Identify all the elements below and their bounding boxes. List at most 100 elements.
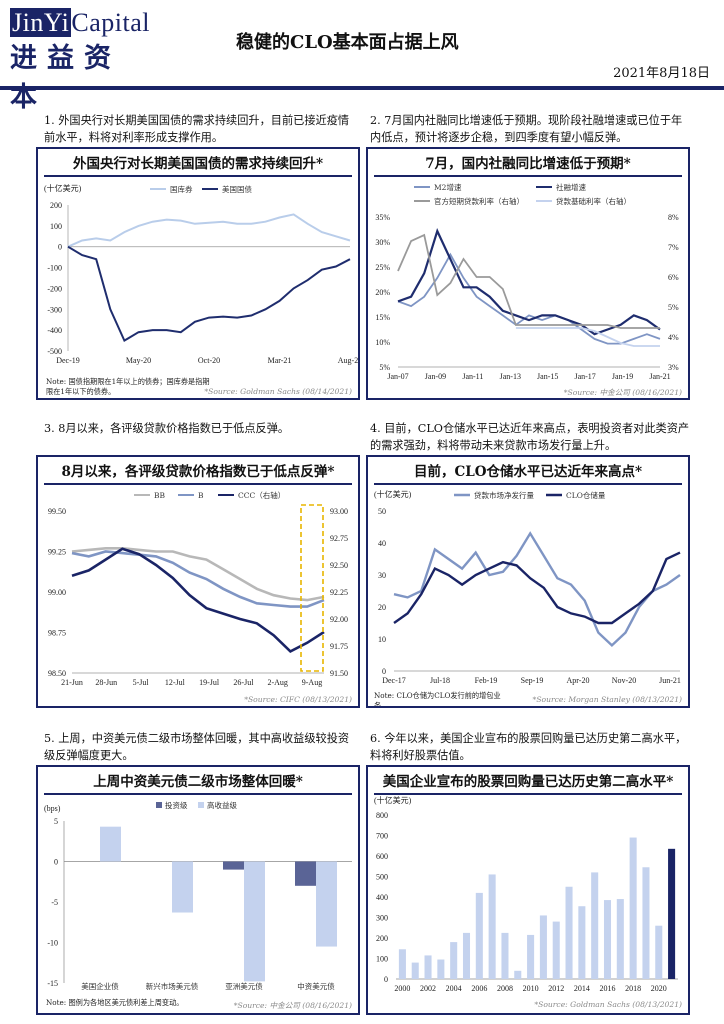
bar-2004 <box>450 942 458 979</box>
bar-2009 <box>514 970 522 979</box>
legend-3-label: 贷款基础利率（右轴） <box>556 196 631 206</box>
chart-panel-5: 上周中资美元债二级市场整体回暖* (bps) 5 0 -5 -10 -15 美国企业债 新兴市… <box>36 765 360 1015</box>
y-left-tick-label: 98.75 <box>48 629 66 638</box>
report-title: 稳健的CLO基本面占据上风 <box>236 32 459 53</box>
x-tick-label: Mar-21 <box>268 356 292 365</box>
caption-4: 4. 目前，CLO仓储水平已达近年来高点，表明投资者对此类资产的需求强劲，料将带… <box>370 422 690 452</box>
x-category-label: 新兴市场美元债 <box>146 981 199 991</box>
chart-source-6: *Source: Goldman Sachs (08/13/2021) <box>534 1000 682 1009</box>
series-line-2 <box>71 547 325 653</box>
chart-source-5: *Source: 中金公司 (08/16/2021) <box>233 1001 352 1010</box>
x-tick-label: 2008 <box>497 984 513 993</box>
chart-source-1: *Source: Goldman Sachs (08/14/2021) <box>204 387 352 396</box>
x-tick-label: Apr-20 <box>567 676 590 685</box>
bar-2007 <box>488 874 496 979</box>
chart-panel-6: 美国企业宣布的股票回购量已达历史第二高水平* (十亿美元) 800 700 600 50… <box>366 765 690 1015</box>
chart-source-3: *Source: CIFC (08/13/2021) <box>244 695 352 704</box>
title-rule <box>374 793 682 795</box>
chart-title-2: 7月，国内社融同比增速低于预期* <box>425 156 631 172</box>
legend-1-label: CLO仓储量 <box>566 490 606 500</box>
bar-2008 <box>501 932 509 979</box>
y-tick-label: 40 <box>378 539 386 548</box>
x-tick-label: Dec-19 <box>56 356 80 365</box>
bar-2015 <box>591 872 599 979</box>
x-tick-label: 2014 <box>574 984 590 993</box>
x-tick-label: 2002 <box>420 984 436 993</box>
x-tick-label: Jul-18 <box>430 676 450 685</box>
x-category-label: 美国企业债 <box>81 981 119 991</box>
y-right-tick-label: 4% <box>668 333 679 342</box>
caption-1: 1. 外国央行对长期美国国债的需求持续回升，目前已接近疫情前水平，料将对利率形成… <box>44 114 350 144</box>
bar-2003 <box>437 959 445 979</box>
x-tick-label: 2020 <box>651 984 667 993</box>
chart-note-5: Note: 图例为各地区美元债利差上周变动。 <box>46 998 184 1007</box>
chart-note-1: Note: 国债指期限在1年以上的债券；国库券是指期限在1年以下的债券。 <box>46 377 210 396</box>
x-tick-label: Jan-09 <box>425 372 446 381</box>
x-tick-label: Jan-13 <box>500 372 521 381</box>
y-axis-unit: (十亿美元) <box>374 795 412 805</box>
x-tick-label: Dec-17 <box>382 676 406 685</box>
x-category-label: 亚洲美元债 <box>225 981 263 991</box>
y-tick-label: 0 <box>382 667 386 676</box>
y-tick-label: 0 <box>384 975 388 984</box>
highlight-box <box>300 504 324 672</box>
bar-2021 <box>668 848 676 979</box>
header-divider <box>0 86 724 90</box>
bar-2013 <box>565 886 573 979</box>
y-left-tick-label: 15% <box>375 313 390 322</box>
x-tick-label: May-20 <box>126 356 151 365</box>
legend-2-label: CCC（右轴） <box>238 490 285 500</box>
y-left-tick-label: 99.25 <box>48 548 66 557</box>
x-tick-label: 26-Jul <box>233 678 254 687</box>
legend-2-label: 官方短期贷款利率（右轴） <box>434 196 524 206</box>
bar-3-0 <box>295 861 316 886</box>
y-right-tick-label: 91.50 <box>330 669 348 678</box>
y-tick-label: 0 <box>58 243 62 252</box>
chart-title-4: 目前，CLO仓储水平已达近年来高点* <box>413 464 643 480</box>
chart-source-2: *Source: 中金公司 (08/16/2021) <box>563 388 682 397</box>
chart-title-1: 外国央行对长期美国国债的需求持续回升* <box>72 156 324 172</box>
x-tick-label: Jun-21 <box>659 676 681 685</box>
bar-2020 <box>655 925 663 979</box>
x-tick-label: 2010 <box>523 984 539 993</box>
caption-3: 3. 8月以来，各评级贷款价格指数已于低点反弹。 <box>44 422 290 435</box>
y-tick-label: 100 <box>376 955 388 964</box>
y-left-tick-label: 25% <box>375 263 390 272</box>
y-right-tick-label: 5% <box>668 303 679 312</box>
x-tick-label: Jan-15 <box>537 372 558 381</box>
chart-3-svg: 99.50 99.25 99.00 98.75 98.50 93.00 92.75 92.50… <box>48 490 348 687</box>
series-line-1 <box>71 550 325 608</box>
bar-2012 <box>552 921 560 979</box>
legend-1-label: 美国国债 <box>222 184 252 194</box>
caption-6: 6. 今年以来，美国企业宣布的股票回购量已达历史第二高水平，料将利好股票估值。 <box>370 732 687 762</box>
y-right-tick-label: 8% <box>668 213 679 222</box>
legend-1-label: 社融增速 <box>556 182 586 192</box>
y-tick-label: 10 <box>378 635 386 644</box>
y-tick-label: 5 <box>54 817 58 826</box>
y-tick-label: 500 <box>376 873 388 882</box>
y-tick-label: -400 <box>47 326 62 335</box>
bar-2006 <box>475 892 483 979</box>
y-tick-label: 0 <box>54 858 58 867</box>
y-axis-unit: (十亿美元) <box>374 489 412 499</box>
y-left-tick-label: 35% <box>375 213 390 222</box>
series-line-3 <box>515 327 660 347</box>
bar-1-1 <box>172 861 193 913</box>
bar-2018 <box>629 837 637 979</box>
legend-0-label: 贷款市场净发行量 <box>474 490 534 500</box>
chart-panel-1: 外国央行对长期美国国债的需求持续回升* (十亿美元) 200 100 0 -100 -20… <box>36 147 360 400</box>
x-tick-label: Oct-20 <box>198 356 220 365</box>
y-left-tick-label: 20% <box>375 288 390 297</box>
bar-2-1 <box>244 861 265 982</box>
y-tick-label: 30 <box>378 571 386 580</box>
legend-1-label: B <box>198 491 204 500</box>
bar-0-1 <box>100 826 121 862</box>
x-category-label: 中资美元债 <box>297 981 335 991</box>
y-right-tick-label: 92.75 <box>330 534 348 543</box>
x-tick-label: 28-Jun <box>95 678 117 687</box>
x-tick-label: 2-Aug <box>267 678 287 687</box>
x-tick-label: 12-Jul <box>165 678 186 687</box>
x-tick-label: 2000 <box>394 984 410 993</box>
